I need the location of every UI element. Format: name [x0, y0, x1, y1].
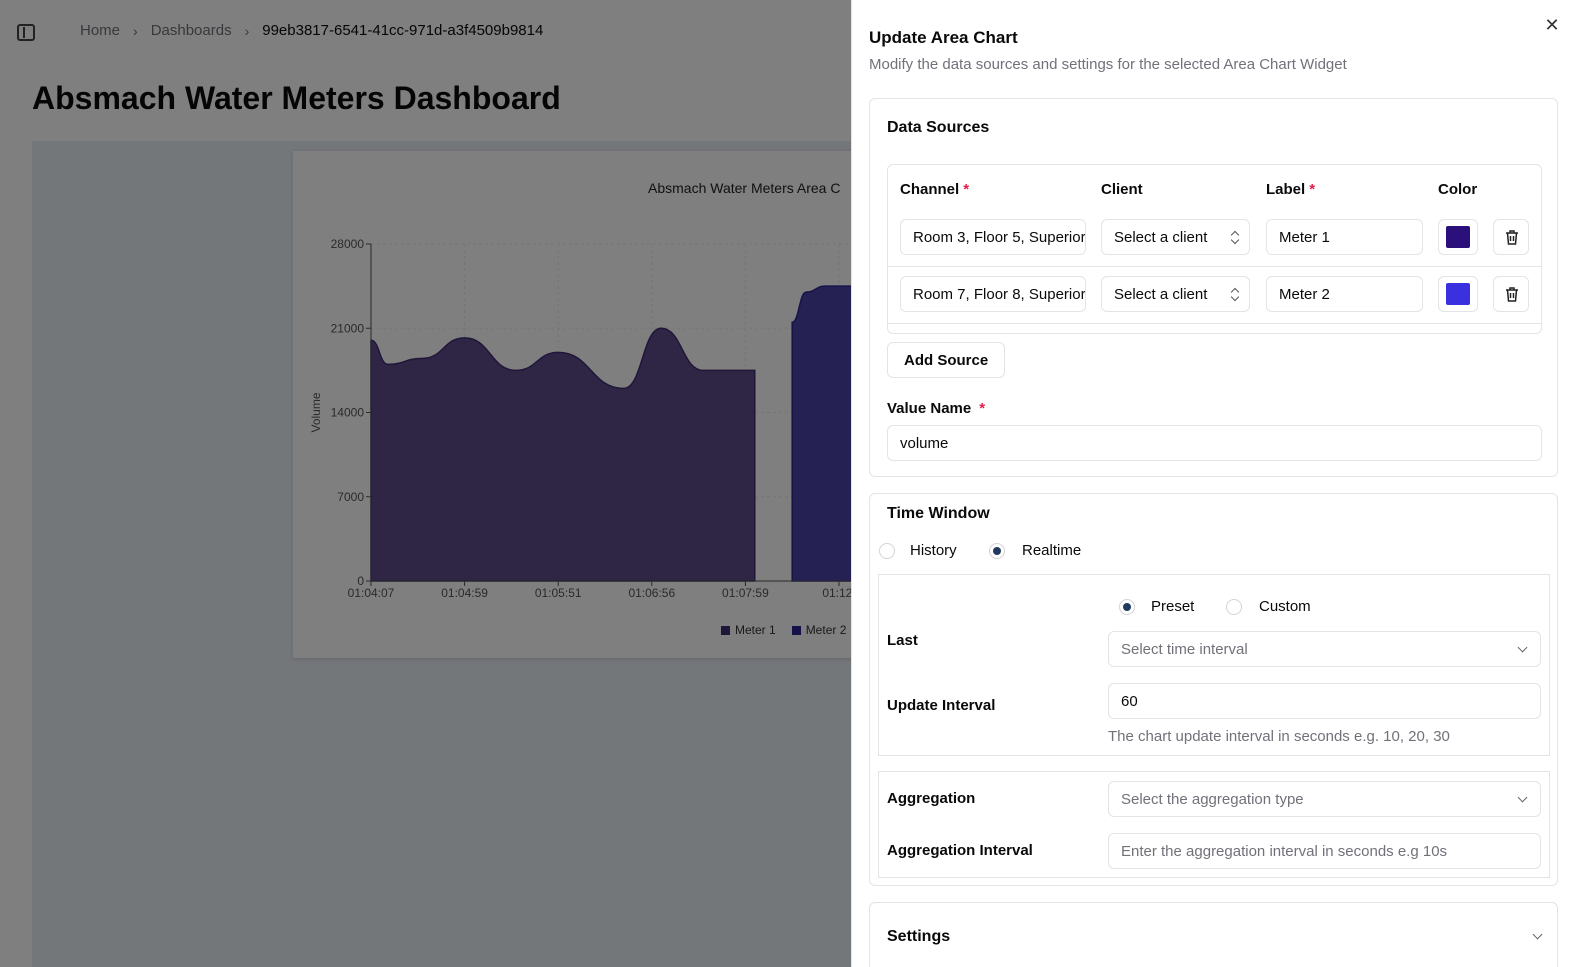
- delete-source-button[interactable]: [1493, 276, 1529, 312]
- last-label: Last: [887, 632, 918, 649]
- row-divider: [888, 266, 1541, 267]
- data-sources-title: Data Sources: [887, 119, 990, 136]
- delete-source-button[interactable]: [1493, 219, 1529, 255]
- trash-icon: [1506, 287, 1518, 302]
- channel-select[interactable]: Room 7, Floor 8, Superior: [900, 276, 1086, 312]
- close-icon[interactable]: ✕: [1544, 15, 1560, 35]
- color-picker[interactable]: [1438, 276, 1478, 312]
- client-select[interactable]: Select a client: [1101, 219, 1250, 255]
- update-interval-label: Update Interval: [887, 697, 996, 714]
- channel-select[interactable]: Room 3, Floor 5, Superior: [900, 219, 1086, 255]
- aggregation-interval-input[interactable]: Enter the aggregation interval in second…: [1108, 833, 1541, 869]
- chevron-up-down-icon: [1231, 230, 1239, 246]
- realtime-settings-panel: Preset Custom Last Select time interval …: [878, 574, 1550, 756]
- label-header: Label *: [1266, 181, 1316, 198]
- settings-card[interactable]: Settings: [869, 902, 1558, 967]
- chevron-up-down-icon: [1231, 287, 1239, 303]
- aggregation-label: Aggregation: [887, 790, 976, 807]
- client-select[interactable]: Select a client: [1101, 276, 1250, 312]
- trash-icon: [1506, 230, 1518, 245]
- color-swatch: [1446, 226, 1470, 248]
- custom-radio-label[interactable]: Custom: [1259, 598, 1311, 615]
- settings-title: Settings: [887, 928, 951, 945]
- chevron-down-icon: [1517, 642, 1528, 653]
- preset-radio-label[interactable]: Preset: [1151, 598, 1195, 615]
- channel-header: Channel *: [900, 181, 970, 198]
- time-interval-select[interactable]: Select time interval: [1108, 631, 1541, 667]
- add-source-button[interactable]: Add Source: [887, 342, 1006, 378]
- label-input[interactable]: Meter 1: [1266, 219, 1423, 255]
- value-name-label: Value Name *: [887, 400, 986, 417]
- sheet-description: Modify the data sources and settings for…: [869, 56, 1347, 73]
- sheet-title: Update Area Chart: [869, 28, 1018, 47]
- label-input[interactable]: Meter 2: [1266, 276, 1423, 312]
- color-swatch: [1446, 283, 1470, 305]
- time-window-title: Time Window: [887, 505, 990, 522]
- color-header: Color: [1438, 181, 1478, 198]
- aggregation-interval-label: Aggregation Interval: [887, 842, 1033, 859]
- aggregation-panel: Aggregation Select the aggregation type …: [878, 771, 1550, 878]
- time-window-card: Time Window History Realtime Preset Cust…: [869, 493, 1558, 886]
- realtime-radio[interactable]: [989, 543, 1005, 559]
- chevron-down-icon[interactable]: [1532, 929, 1543, 940]
- realtime-radio-label[interactable]: Realtime: [1022, 542, 1082, 559]
- chevron-down-icon: [1517, 792, 1528, 803]
- update-chart-sheet: Update Area Chart Modify the data source…: [851, 0, 1574, 967]
- update-interval-input[interactable]: 60: [1108, 683, 1541, 719]
- history-radio-label[interactable]: History: [910, 542, 957, 559]
- aggregation-select[interactable]: Select the aggregation type: [1108, 781, 1541, 817]
- sources-table: Channel * Client Label * Color Room 3, Flo…: [887, 164, 1542, 334]
- color-picker[interactable]: [1438, 219, 1478, 255]
- client-header: Client: [1101, 181, 1143, 198]
- update-interval-help: The chart update interval in seconds e.g…: [1108, 728, 1450, 745]
- preset-radio[interactable]: [1119, 599, 1135, 615]
- row-divider: [888, 323, 1541, 324]
- history-radio[interactable]: [879, 543, 895, 559]
- value-name-input[interactable]: volume: [887, 425, 1542, 461]
- custom-radio[interactable]: [1226, 599, 1242, 615]
- data-sources-card: Data Sources Channel * Client Label * Colo…: [869, 98, 1558, 477]
